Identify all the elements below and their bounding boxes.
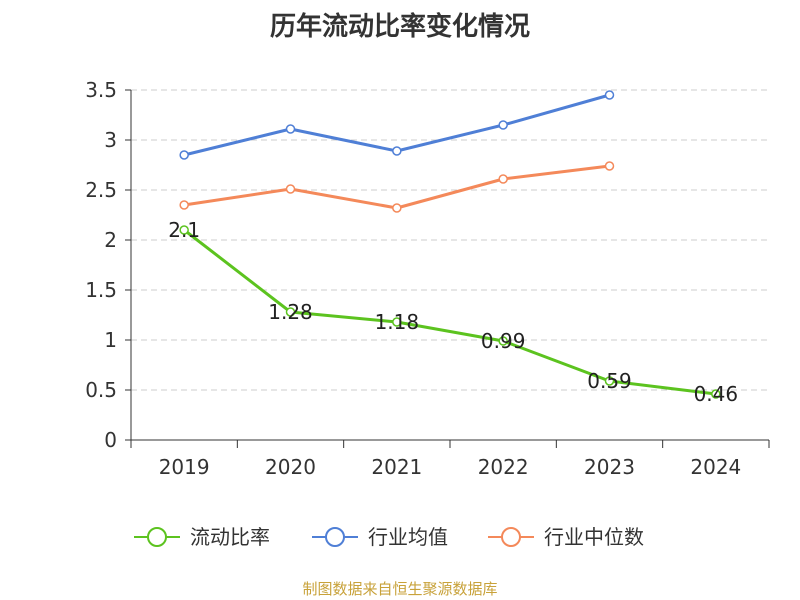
chart-title: 历年流动比率变化情况 (269, 12, 530, 42)
series-line (183, 164, 610, 210)
data-label: 1.18 (375, 310, 420, 334)
x-tick-label: 2021 (371, 455, 422, 479)
x-tick-label: 2019 (159, 455, 210, 479)
data-label: 0.46 (694, 382, 739, 406)
legend: 流动比率 行业均值 行业中位数 (134, 525, 644, 549)
y-tick-label: 2 (104, 228, 117, 252)
legend-label: 行业均值 (368, 525, 448, 549)
data-point (392, 146, 402, 156)
data-point (604, 376, 615, 386)
legend-marker (501, 527, 521, 547)
series-line (183, 93, 610, 157)
source-note: 制图数据来自恒生聚源数据库 (302, 580, 498, 598)
grid-lines (131, 89, 769, 391)
x-tick-label: 2022 (478, 455, 529, 479)
axes: 0 0.5 1 1.5 2 2.5 3 3.5 2019 2020 2021 2022 2023 2024 (85, 78, 770, 479)
data-label: 0.99 (481, 329, 526, 353)
data-point (179, 150, 189, 160)
series-line (183, 228, 717, 396)
data-point (285, 124, 296, 134)
data-point (498, 174, 508, 184)
legend-marker (147, 527, 167, 547)
y-tick-label: 1.5 (85, 278, 117, 302)
series-lines (179, 90, 721, 399)
x-tick-label: 2023 (584, 455, 635, 479)
data-labels: 2.1 1.28 1.18 0.99 0.59 0.46 (168, 218, 738, 406)
data-point (604, 90, 615, 100)
data-point (392, 317, 402, 327)
data-label: 1.28 (268, 300, 313, 324)
data-point (285, 307, 296, 317)
data-point (179, 200, 189, 210)
data-point (604, 161, 615, 171)
data-point (498, 336, 508, 346)
data-point (392, 203, 402, 213)
y-tick-label: 2.5 (85, 178, 117, 202)
x-tick-label: 2024 (690, 455, 741, 479)
legend-marker (325, 527, 345, 547)
x-tick-label: 2020 (265, 455, 316, 479)
y-tick-label: 3.5 (85, 78, 117, 102)
y-tick-label: 1 (104, 328, 117, 352)
data-point (285, 184, 296, 194)
data-point (711, 389, 721, 399)
legend-label: 流动比率 (190, 525, 270, 549)
data-point (498, 120, 508, 130)
data-point (179, 225, 189, 235)
y-tick-label: 3 (104, 128, 117, 152)
y-tick-label: 0 (104, 428, 117, 452)
y-tick-label: 0.5 (85, 378, 117, 402)
data-label: 0.59 (587, 369, 632, 393)
legend-label: 行业中位数 (544, 525, 644, 549)
data-label: 2.1 (168, 218, 200, 242)
